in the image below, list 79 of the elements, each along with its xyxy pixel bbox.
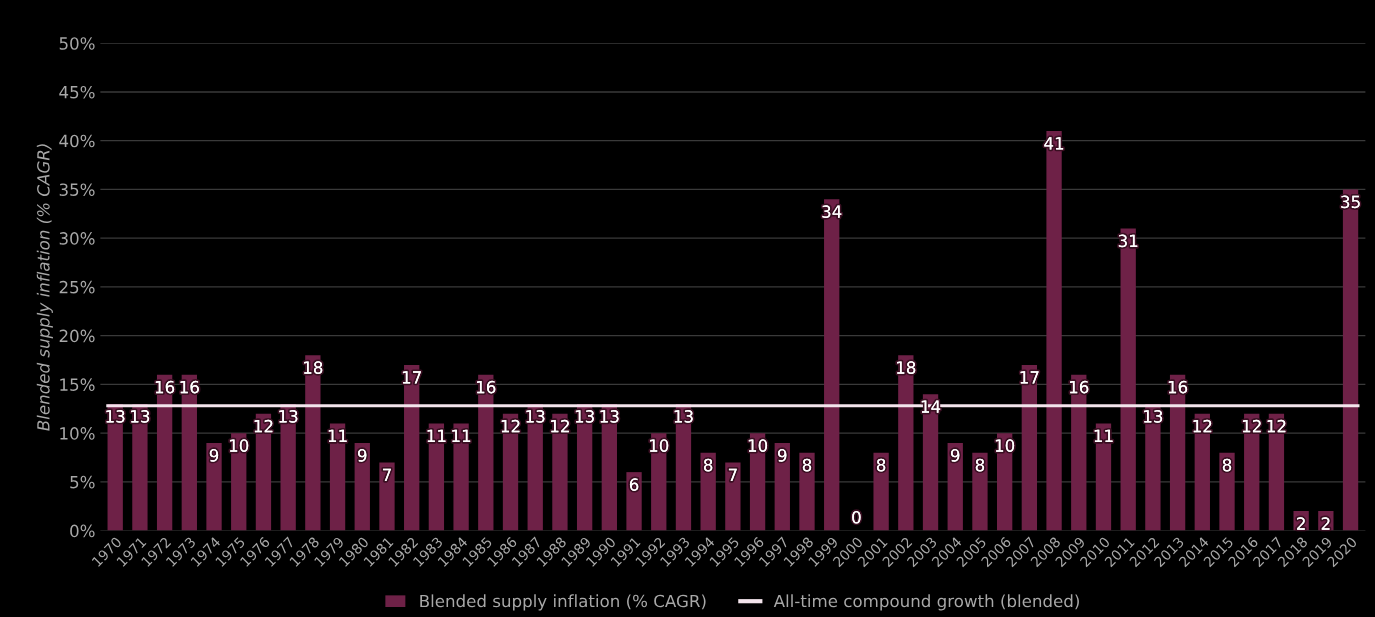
data-label: 7 [383,468,391,481]
bar [1342,189,1359,531]
bar [725,462,741,531]
data-label: 12 [1242,419,1261,433]
y-tick-label: 50% [59,37,95,50]
data-label: 41 [1044,137,1064,150]
data-label: 12 [1193,419,1212,433]
data-label: 16 [1070,380,1089,394]
data-label: 11 [1094,429,1113,442]
legend-label: All-time compound growth (blended) [773,594,1079,611]
y-tick-label: 15% [60,378,95,391]
data-label: 2 [1321,517,1330,530]
data-label: 2 [1297,517,1305,530]
data-label: 8 [975,458,985,472]
data-label: 8 [704,458,713,472]
bar [1219,452,1235,531]
bar [379,462,395,531]
y-tick-label: 0% [70,524,95,538]
y-tick-label: 20% [59,329,95,343]
data-label: 18 [304,361,323,374]
data-label: 6 [629,478,639,491]
data-label: 13 [600,410,619,423]
data-label: 13 [575,410,594,423]
y-tick-label: 5% [70,475,95,489]
bar [1046,130,1062,531]
data-label: 13 [526,410,545,423]
y-tick-label: 40% [59,134,95,148]
data-label: 9 [778,449,787,462]
bar [972,452,988,531]
data-label: 0 [852,510,861,524]
data-label: 16 [477,380,496,394]
data-label: 16 [180,380,199,394]
bar [799,452,815,531]
data-label: 12 [551,419,569,433]
data-label: 10 [995,439,1015,452]
data-label: 8 [802,458,812,472]
data-label: 7 [728,468,737,481]
data-label: 14 [921,400,941,413]
data-label: 8 [876,458,886,472]
data-label: 16 [1168,380,1188,394]
bar [873,452,889,531]
data-label: 35 [1341,195,1360,209]
data-label: 8 [1222,458,1232,472]
data-label: 9 [209,449,219,462]
data-label: 9 [358,449,367,462]
data-label: 16 [155,380,175,394]
bar [1120,228,1136,531]
data-label: 13 [106,410,125,423]
data-label: 18 [897,361,916,374]
bar [206,442,222,531]
bar [453,423,469,531]
data-label: 34 [822,205,842,218]
bar [824,199,840,531]
data-label: 11 [452,429,471,442]
data-label: 13 [1144,410,1163,423]
data-label: 12 [1267,419,1286,433]
y-tick-label: 45% [59,85,95,99]
data-label: 12 [501,419,520,433]
data-label: 10 [649,439,669,452]
data-label: 10 [229,439,249,452]
y-tick-label: 10% [60,427,95,440]
data-label: 11 [328,429,347,442]
data-label: 9 [950,449,960,462]
bar [305,355,321,531]
legend-label: Blended supply inflation (% CAGR) [420,594,706,611]
y-tick-label: 30% [59,232,95,245]
bar [552,413,568,531]
data-label: 11 [427,429,446,442]
data-label: 10 [748,439,768,452]
data-label: 13 [131,410,150,423]
y-tick-label: 25% [59,280,95,294]
data-label: 17 [1020,371,1039,384]
data-label: 12 [254,419,273,433]
data-label: 17 [402,371,421,384]
data-label: 13 [279,410,298,423]
y-tick-label: 35% [59,183,95,196]
data-label: 13 [674,410,693,423]
y-axis-title: Blended supply inflation (% CAGR) [36,144,53,431]
data-label: 31 [1118,234,1138,248]
